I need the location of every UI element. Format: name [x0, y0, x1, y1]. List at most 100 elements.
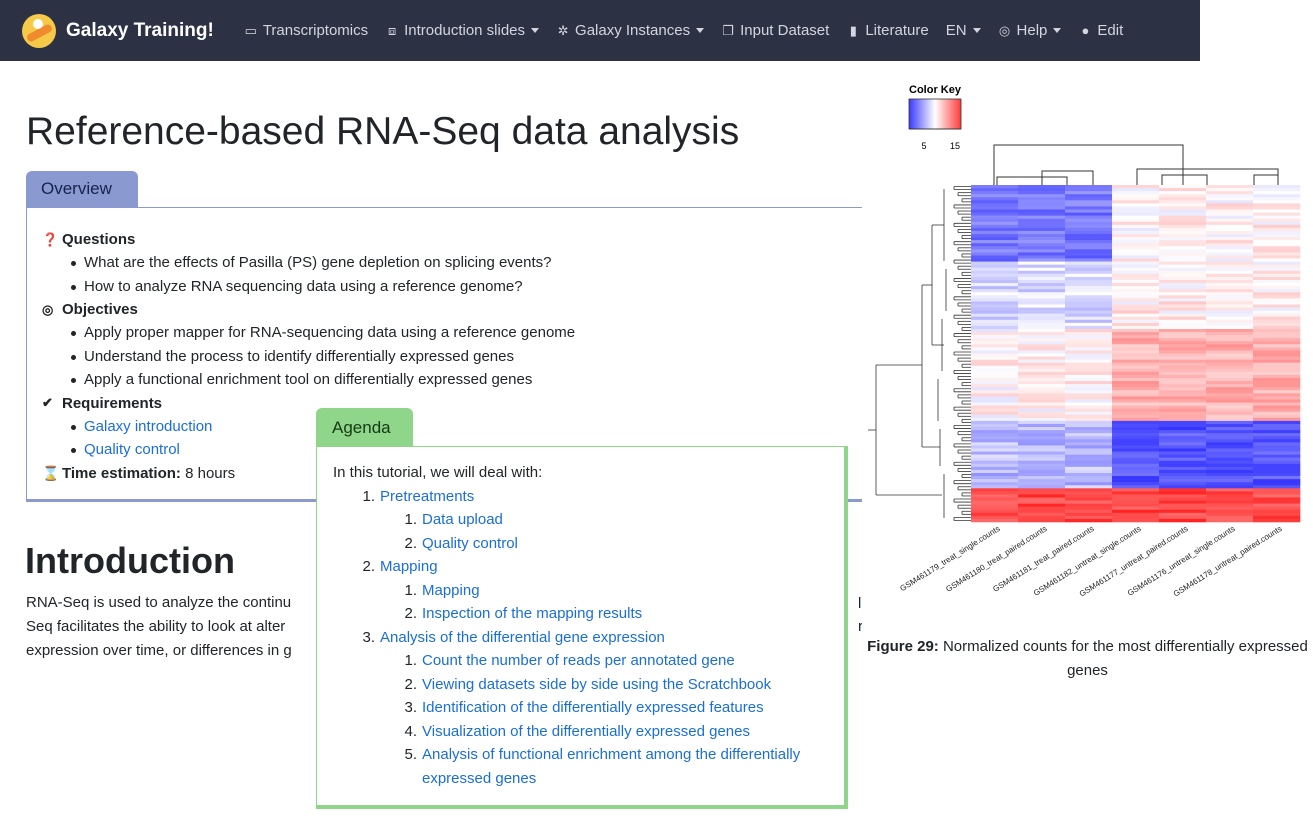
- agenda-link-functional-enrichment[interactable]: Analysis of functional enrichment among …: [422, 746, 801, 763]
- heatmap-cell: [1112, 381, 1160, 385]
- heatmap-cell: [971, 387, 1019, 391]
- heatmap-cell: [1206, 503, 1254, 507]
- heatmap-cell: [1159, 267, 1207, 272]
- heatmap-cell: [1065, 319, 1113, 324]
- heatmap-cell: [971, 304, 1019, 308]
- heatmap-cell: [1018, 322, 1066, 327]
- lifebuoy-icon: ◎: [998, 22, 1011, 38]
- heatmap-cell: [1112, 350, 1160, 354]
- heatmap-cell: [1112, 185, 1160, 189]
- heatmap-cell: [1253, 319, 1301, 324]
- heatmap-cell: [1018, 500, 1066, 504]
- brand-link[interactable]: Galaxy Training!: [22, 13, 214, 48]
- heatmap-cell: [1018, 469, 1066, 474]
- heatmap-cell: [1253, 243, 1301, 247]
- requirement-link-galaxy-introduction[interactable]: Galaxy introduction: [84, 417, 213, 435]
- nav-input-dataset[interactable]: ❐ Input Dataset: [721, 22, 829, 39]
- heatmap-cell: [1112, 295, 1160, 299]
- heatmap-cell: [1112, 221, 1160, 226]
- nav-edit[interactable]: ● Edit: [1078, 22, 1123, 39]
- heatmap-cell: [1253, 356, 1301, 360]
- heatmap-cell: [1018, 344, 1066, 348]
- heatmap-cell: [1112, 227, 1160, 232]
- heatmap-cell: [971, 240, 1019, 244]
- heatmap-cell: [1253, 194, 1301, 198]
- heatmap-cell: [971, 286, 1019, 290]
- agenda-link-pretreatments[interactable]: Pretreatments: [380, 487, 475, 505]
- heatmap-cell: [1253, 237, 1301, 241]
- heatmap-cell: [1065, 246, 1113, 250]
- heatmap-cell: [1112, 273, 1160, 278]
- heatmap-cell: [1206, 252, 1254, 256]
- brand-name: Galaxy Training!: [66, 19, 214, 41]
- heatmap-cell: [1159, 283, 1207, 287]
- heatmap-cell: [1018, 384, 1066, 388]
- heatmap-cell: [1253, 439, 1301, 443]
- requirement-link-quality-control[interactable]: Quality control: [84, 441, 180, 458]
- heatmap-cell: [1253, 350, 1301, 354]
- heatmap-cell: [1159, 350, 1207, 354]
- agenda-subitem: 1. Data upload: [333, 508, 844, 532]
- heatmap-cell: [1253, 185, 1301, 189]
- heatmap-cell: [1112, 319, 1160, 324]
- heatmap-cell: [1253, 420, 1301, 425]
- heatmap-cell: [1112, 307, 1160, 311]
- heatmap-cell: [1112, 267, 1160, 272]
- heatmap-cell: [1206, 384, 1254, 388]
- heatmap-cell: [1159, 322, 1207, 327]
- heatmap-cell: [1065, 234, 1113, 238]
- agenda-link-quality-control[interactable]: Quality control: [422, 534, 518, 552]
- agenda-link-scratchbook[interactable]: Viewing datasets side by side using the …: [422, 675, 772, 693]
- heatmap-cell: [1206, 273, 1254, 278]
- heatmap-cell: [1253, 264, 1301, 269]
- heatmap-cell: [1159, 436, 1207, 440]
- heatmap-cell: [971, 414, 1019, 419]
- heatmap-cell: [1112, 430, 1160, 434]
- heatmap-cell: [1018, 454, 1066, 458]
- agenda-link-functional-enrichment-cont[interactable]: expressed genes: [422, 769, 537, 787]
- heatmap-cell: [1112, 243, 1160, 247]
- nav-introduction-slides[interactable]: ⧈ Introduction slides: [385, 22, 540, 39]
- heatmap-cell: [971, 295, 1019, 299]
- heatmap-cell: [1018, 399, 1066, 403]
- heatmap-cell: [1206, 393, 1254, 397]
- heatmap-cell: [1159, 319, 1207, 324]
- heatmap-cell: [1159, 433, 1207, 437]
- nav-language[interactable]: EN: [946, 22, 981, 39]
- heatmap-cell: [1018, 335, 1066, 339]
- agenda-link-visualization[interactable]: Visualization of the differentially expr…: [422, 722, 750, 740]
- heatmap-cell: [1206, 497, 1254, 501]
- heatmap-cell: [1112, 203, 1160, 207]
- heatmap-cell: [1206, 506, 1254, 511]
- agenda-link-mapping[interactable]: Mapping: [422, 581, 480, 599]
- heatmap-cell: [1112, 503, 1160, 507]
- agenda-link-differential-expression[interactable]: Analysis of the differential gene expres…: [380, 628, 665, 646]
- nav-transcriptomics[interactable]: ▭ Transcriptomics: [244, 22, 368, 39]
- heatmap-cell: [971, 212, 1019, 216]
- agenda-link-identification[interactable]: Identification of the differentially exp…: [422, 699, 764, 716]
- heatmap-cell: [1206, 246, 1254, 250]
- agenda-link-count-reads[interactable]: Count the number of reads per annotated …: [422, 652, 735, 669]
- list-item: What are the effects of Pasilla (PS) gen…: [71, 251, 862, 275]
- column-dendrogram: [993, 144, 1279, 185]
- list-item: Galaxy introduction: [71, 415, 862, 439]
- heatmap-cell: [1112, 378, 1160, 382]
- agenda-link-mapping-section[interactable]: Mapping: [380, 558, 438, 575]
- heatmap-cell: [1253, 224, 1301, 229]
- heatmap-cell: [1065, 393, 1113, 397]
- questions-list: What are the effects of Pasilla (PS) gen…: [42, 251, 862, 298]
- heatmap-cell: [1159, 365, 1207, 370]
- heatmap-cell: [1112, 206, 1160, 210]
- heatmap-cell: [1206, 191, 1254, 195]
- heatmap-cell: [1018, 433, 1066, 437]
- agenda-link-inspection[interactable]: Inspection of the mapping results: [422, 605, 643, 622]
- agenda-link-data-upload[interactable]: Data upload: [422, 511, 503, 528]
- heatmap-cell: [1018, 338, 1066, 342]
- nav-literature[interactable]: ▮ Literature: [846, 22, 929, 39]
- nav-help[interactable]: ◎ Help: [998, 22, 1062, 39]
- nav-galaxy-instances[interactable]: ✲ Galaxy Instances: [556, 22, 705, 39]
- heatmap-cell: [1018, 451, 1066, 455]
- heatmap-cell: [1065, 307, 1113, 311]
- heatmap-cell: [1206, 338, 1254, 342]
- heatmap-cell: [1112, 445, 1160, 449]
